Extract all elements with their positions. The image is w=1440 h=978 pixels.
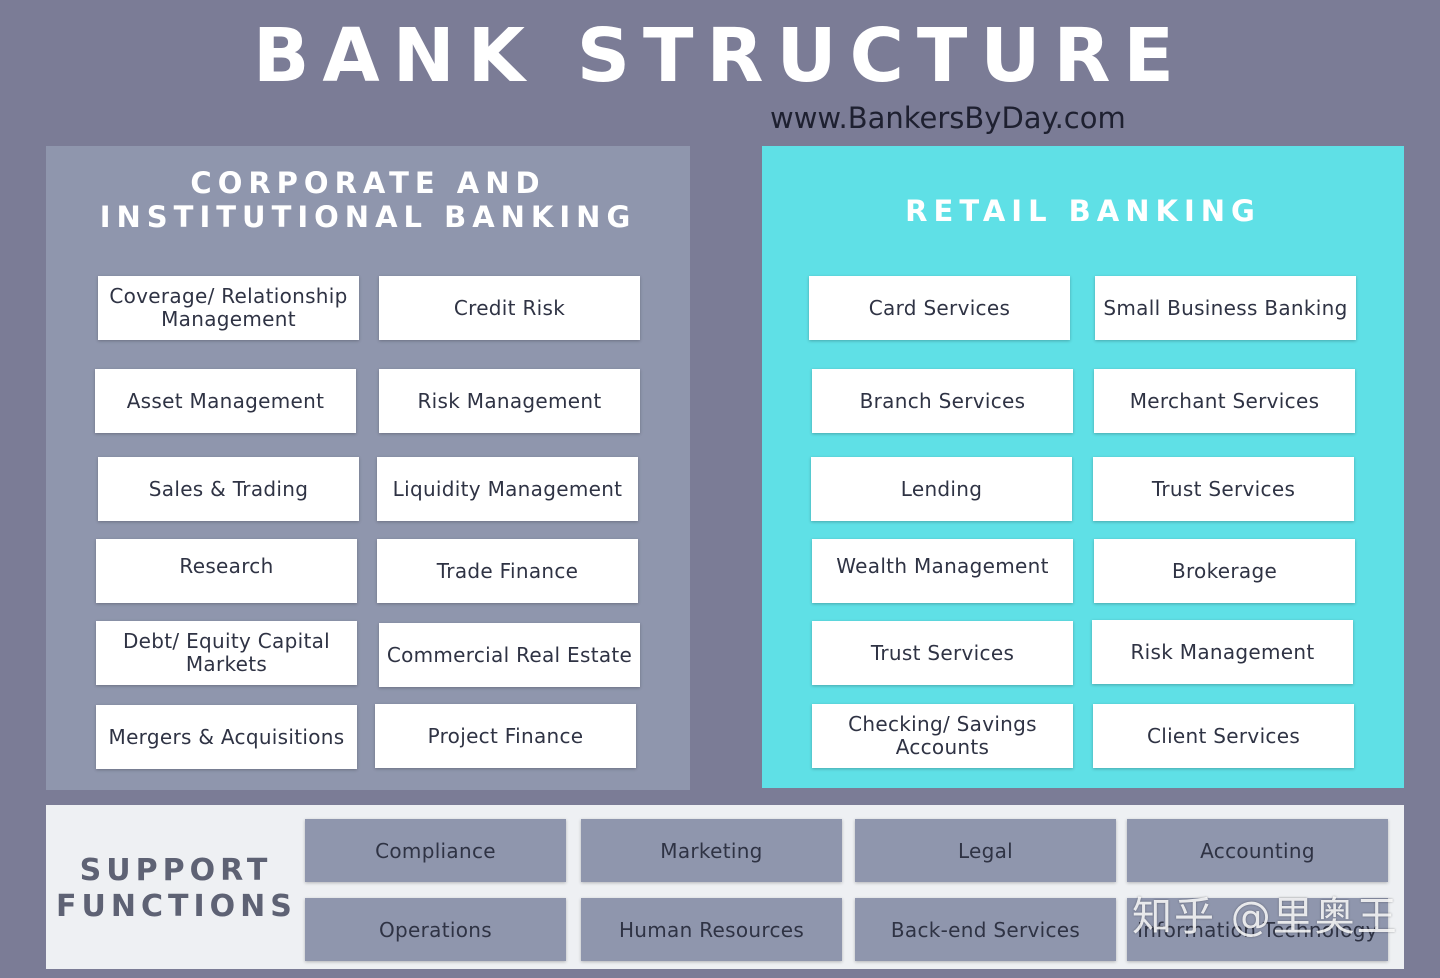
corporate-box-risk-management: Risk Management [379, 369, 640, 433]
corporate-box-liquidity-management: Liquidity Management [377, 457, 638, 521]
support-box-back-end-services: Back-end Services [855, 898, 1116, 961]
website-url[interactable]: www.BankersByDay.com [770, 101, 1126, 135]
retail-box-branch-services: Branch Services [812, 369, 1073, 433]
retail-panel-title: RETAIL BANKING [905, 194, 1261, 228]
retail-box-lending: Lending [811, 457, 1072, 521]
corporate-box-commercial-real-estate: Commercial Real Estate [379, 623, 640, 687]
retail-box-trust-services: Trust Services [1093, 457, 1354, 521]
support-box-marketing: Marketing [581, 819, 842, 882]
support-box-operations: Operations [305, 898, 566, 961]
corporate-box-project-finance: Project Finance [375, 704, 636, 768]
retail-box-brokerage: Brokerage [1094, 539, 1355, 603]
corporate-title-line-1: CORPORATE AND [190, 166, 546, 200]
corporate-panel-title: CORPORATE AND INSTITUTIONAL BANKING [46, 166, 690, 234]
support-title-line-2: FUNCTIONS [56, 889, 297, 924]
corporate-box-credit-risk: Credit Risk [379, 276, 640, 340]
retail-box-trust-services-2: Trust Services [812, 621, 1073, 685]
retail-box-checking-savings-accounts: Checking/ Savings Accounts [812, 704, 1073, 768]
support-functions-panel: SUPPORT FUNCTIONS Compliance Marketing L… [46, 805, 1404, 969]
corporate-box-trade-finance: Trade Finance [377, 539, 638, 603]
retail-box-card-services: Card Services [809, 276, 1070, 340]
retail-box-client-services: Client Services [1093, 704, 1354, 768]
retail-box-merchant-services: Merchant Services [1094, 369, 1355, 433]
support-box-information-technology: Information Technology [1127, 898, 1388, 961]
support-box-compliance: Compliance [305, 819, 566, 882]
retail-banking-panel: RETAIL BANKING Card Services Small Busin… [762, 146, 1404, 788]
retail-box-risk-management: Risk Management [1092, 620, 1353, 684]
corporate-box-debt-equity-capital-markets: Debt/ Equity Capital Markets [96, 621, 357, 685]
page-title: BANK STRUCTURE [253, 13, 1187, 99]
corporate-box-research: Research [96, 539, 357, 603]
support-title-line-1: SUPPORT [79, 853, 273, 888]
corporate-box-sales-trading: Sales & Trading [98, 457, 359, 521]
support-panel-title: SUPPORT FUNCTIONS [56, 853, 296, 925]
retail-box-small-business-banking: Small Business Banking [1095, 276, 1356, 340]
corporate-box-coverage-relationship-management: Coverage/ Relationship Management [98, 276, 359, 340]
corporate-box-asset-management: Asset Management [95, 369, 356, 433]
zhihu-watermark: 知乎 @里奥王 [1132, 894, 1399, 940]
retail-box-wealth-management: Wealth Management [812, 539, 1073, 603]
support-box-accounting: Accounting [1127, 819, 1388, 882]
support-box-human-resources: Human Resources [581, 898, 842, 961]
corporate-institutional-banking-panel: CORPORATE AND INSTITUTIONAL BANKING Cove… [46, 146, 690, 790]
corporate-title-line-2: INSTITUTIONAL BANKING [99, 200, 637, 234]
support-box-legal: Legal [855, 819, 1116, 882]
corporate-box-mergers-acquisitions: Mergers & Acquisitions [96, 705, 357, 769]
